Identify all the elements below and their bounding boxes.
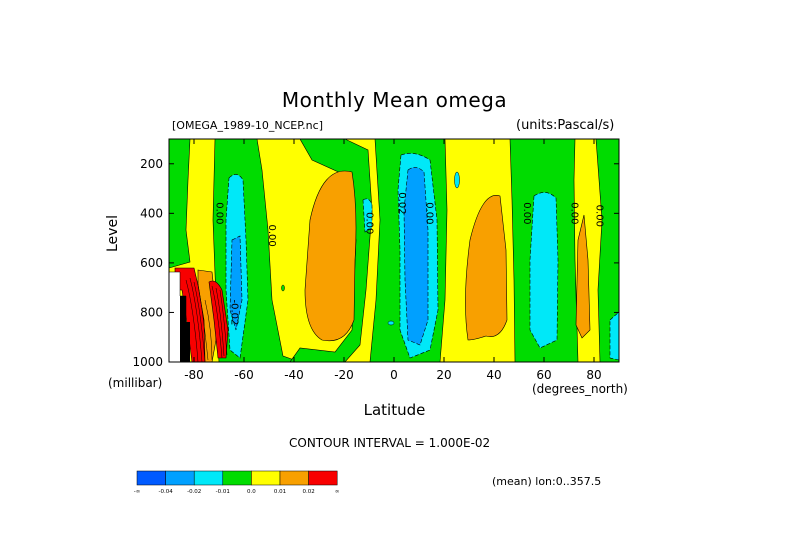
light-blue-regions <box>229 167 429 346</box>
axis-ticks: -80 -60 -40 -20 0 20 40 60 80 200 400 600 800 1000 <box>132 139 619 382</box>
x-tick-label: -40 <box>284 368 304 382</box>
colorbar-swatch-cyan <box>193 470 224 486</box>
cyan-region-north-polar <box>609 311 620 361</box>
y-axis-unit-label: (millibar) <box>108 376 163 390</box>
contour-label: 0.00 <box>594 205 605 227</box>
small-feature-1 <box>454 171 460 189</box>
cyan-region-small-midlat <box>362 198 373 233</box>
x-tick-label: 60 <box>536 368 551 382</box>
x-tick-label: 80 <box>586 368 601 382</box>
contour-label: 0.00 <box>424 202 435 224</box>
light-blue-region-equator <box>403 167 429 346</box>
topography-black-mask <box>180 296 190 362</box>
colorbar-label: -∞ <box>134 489 141 495</box>
contour-label: 0.00 <box>521 202 532 224</box>
colorbar-label: 0.01 <box>274 489 286 495</box>
colorbar-swatch-light-blue <box>165 470 195 486</box>
y-tick-label: 1000 <box>132 355 163 369</box>
x-tick-label: 0 <box>390 368 398 382</box>
colorbar-label: -0.04 <box>158 489 173 495</box>
y-tick-label: 400 <box>140 206 163 220</box>
dense-contour-lines <box>185 277 228 363</box>
colorbar-swatch-green <box>222 470 252 486</box>
small-feature-2 <box>387 320 395 326</box>
colorbar-label: 0.02 <box>302 489 314 495</box>
colorbar-swatch-orange <box>279 470 309 486</box>
y-tick-label: 200 <box>140 157 163 171</box>
x-tick-label: 20 <box>436 368 451 382</box>
colorbar-swatch-red <box>308 470 338 486</box>
x-tick-label: -20 <box>334 368 354 382</box>
green-region-south-polar <box>168 138 191 269</box>
contour-label: 0.02 <box>396 192 407 214</box>
x-tick-label: 40 <box>486 368 501 382</box>
units-label: (units:Pascal/s) <box>516 118 615 133</box>
contour-label: 0.00 <box>266 225 277 247</box>
y-tick-label: 800 <box>140 305 163 319</box>
contour-label: 0.00 <box>364 212 375 234</box>
contour-labels: 0.00 0.00 0.00 0.02 0.00 0.00 0.00 0.00 -0.02 <box>214 192 605 325</box>
contour-interval-label: CONTOUR INTERVAL = 1.000E-02 <box>289 436 491 450</box>
mean-longitude-label: (mean) lon:0..357.5 <box>492 475 602 488</box>
light-blue-region-south <box>229 235 243 331</box>
colorbar-label: -0.01 <box>216 489 230 495</box>
colorbar: -∞ -0.04 -0.02 -0.01 0.0 0.01 0.02 ∞ <box>134 470 340 495</box>
orange-region-north-midlat <box>465 195 508 341</box>
y-tick-label: 600 <box>140 256 163 270</box>
colorbar-label: ∞ <box>335 489 340 495</box>
colorbar-label: -0.02 <box>187 489 201 495</box>
orange-region-north-highlat <box>575 214 591 339</box>
source-file-label: [OMEGA_1989-10_NCEP.nc] <box>172 119 323 132</box>
cyan-region-north <box>529 192 559 349</box>
orange-region-subtropics <box>304 170 357 342</box>
colorbar-label: 0.0 <box>247 489 256 495</box>
colorbar-swatch-yellow <box>251 470 281 486</box>
contour-label: 0.00 <box>214 202 225 224</box>
x-tick-label: -60 <box>234 368 254 382</box>
contour-label: -0.02 <box>229 300 240 326</box>
small-feature-3 <box>281 284 285 292</box>
chart-title: Monthly Mean omega <box>281 88 508 112</box>
x-axis-unit-label: (degrees_north) <box>532 382 628 396</box>
x-axis-label: Latitude <box>363 401 426 419</box>
colorbar-swatch-blue <box>136 470 166 486</box>
contour-label: 0.00 <box>569 202 580 224</box>
x-tick-label: -80 <box>184 368 204 382</box>
